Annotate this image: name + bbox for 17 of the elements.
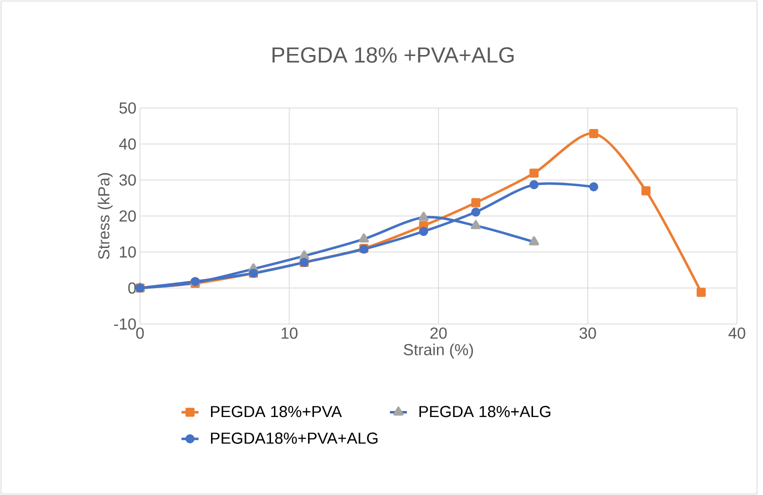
x-tick-label: 30 <box>580 328 596 339</box>
y-tick-label: 10 <box>120 246 136 258</box>
y-axis-title: Stress (kPa) <box>98 173 113 260</box>
x-tick-label: 20 <box>430 328 447 339</box>
y-tick-label: 40 <box>119 138 136 150</box>
chart-title: PEGDA 18% +PVA+ALG <box>272 47 514 63</box>
x-tick-label: 10 <box>282 328 298 339</box>
y-tick-label: 20 <box>120 210 136 222</box>
x-axis-title: Strain (%) <box>404 344 473 358</box>
x-tick-label: 0 <box>136 328 144 339</box>
legend-label: PEGDA18%+PVA+ALG <box>211 432 378 444</box>
y-tick-label: 30 <box>119 174 136 186</box>
y-tick-label: -10 <box>114 318 136 330</box>
legend-label: PEGDA 18%+PVA <box>211 406 342 418</box>
legend-label: PEGDA 18%+ALG <box>419 406 550 418</box>
x-tick-label: 40 <box>728 328 746 339</box>
y-tick-label: 50 <box>119 102 136 114</box>
